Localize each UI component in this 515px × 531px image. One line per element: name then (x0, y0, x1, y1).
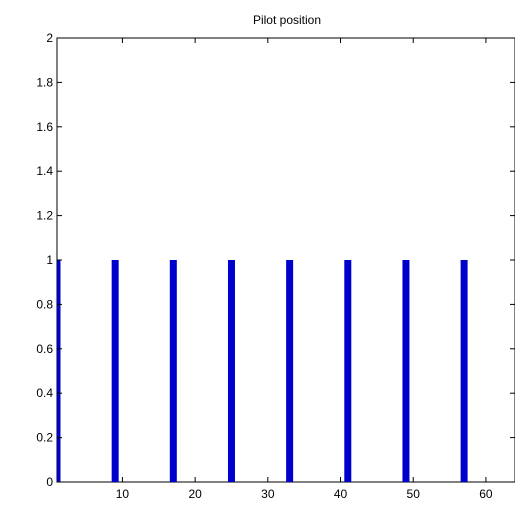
y-tick-label: 1 (46, 253, 53, 267)
x-tick-label: 40 (334, 487, 348, 501)
y-tick-label: 1.4 (36, 164, 53, 178)
bar (111, 260, 119, 482)
y-tick-label: 1.6 (36, 120, 53, 134)
bar (57, 260, 61, 482)
bar (344, 260, 352, 482)
y-axis-ticks: 0 0.2 0.4 0.6 0.8 1 1.2 1.4 1.6 1.8 2 (36, 31, 515, 489)
bar (460, 260, 468, 482)
axes-box (56, 37, 515, 483)
plot-area (56, 37, 515, 483)
y-tick-label: 0.8 (36, 297, 53, 311)
x-tick-label: 60 (479, 487, 493, 501)
y-tick-label: 0.6 (36, 342, 53, 356)
x-tick-label: 10 (116, 487, 130, 501)
x-tick-label: 20 (188, 487, 202, 501)
x-axis-ticks: 10 20 30 40 50 60 (116, 38, 493, 501)
y-tick-label: 0 (46, 475, 53, 489)
bar (227, 260, 235, 482)
y-tick-label: 0.4 (36, 386, 53, 400)
chart-title: Pilot position (253, 13, 321, 27)
x-tick-label: 50 (407, 487, 421, 501)
y-tick-label: 1.8 (36, 75, 53, 89)
x-tick-label: 30 (261, 487, 275, 501)
y-tick-label: 1.2 (36, 209, 53, 223)
y-tick-label: 2 (46, 31, 53, 45)
bar (169, 260, 177, 482)
bars (57, 260, 468, 482)
y-tick-label: 0.2 (36, 431, 53, 445)
bar (402, 260, 410, 482)
bar (286, 260, 294, 482)
